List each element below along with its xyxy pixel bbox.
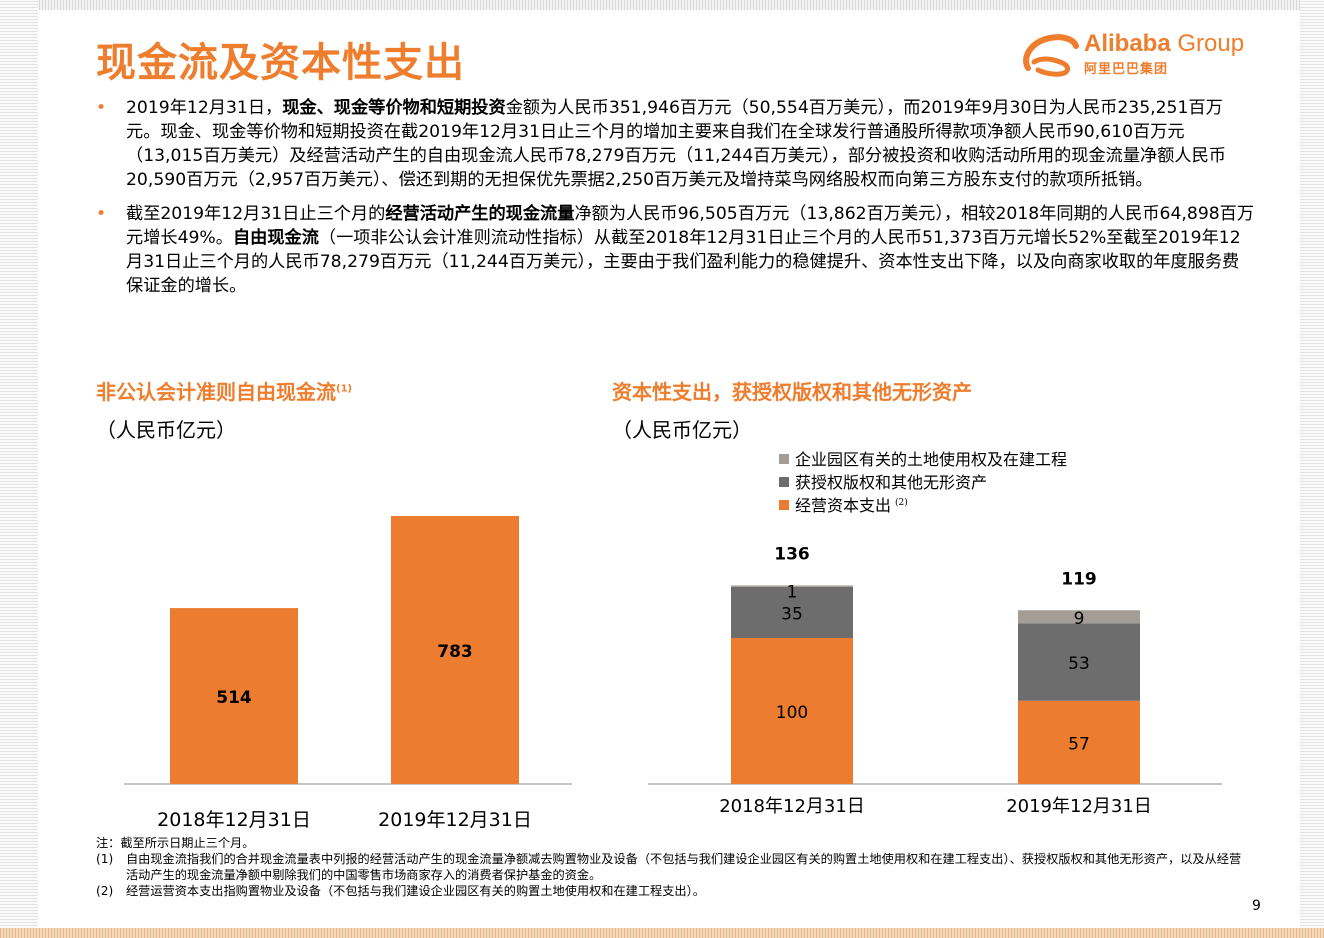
page-number: 9 <box>1252 898 1261 914</box>
right-frame-border <box>1300 0 1324 938</box>
bottom-frame-border <box>0 928 1324 938</box>
right-bar-1-segment-0 <box>1018 700 1140 784</box>
legend-label-0: 经营资本支出 (2) <box>795 496 908 515</box>
left-chart-title: 非公认会计准则自由现金流(1) <box>96 380 353 404</box>
left-bar-0 <box>170 608 298 784</box>
right-x-tick-label-0: 2018年12月31日 <box>719 796 865 817</box>
right-bar-1-segment-2-label: 9 <box>1074 609 1085 629</box>
right-bar-0-segment-1-label: 35 <box>781 604 803 624</box>
alibaba-logo-mark-icon <box>1023 34 1079 77</box>
bullet-item-cash: • 2019年12月31日，现金、现金等价物和短期投资金额为人民币351,946… <box>96 98 1226 190</box>
left-x-tick-label-0: 2018年12月31日 <box>157 809 311 831</box>
legend-note-0: (2) <box>895 497 908 508</box>
right-bar-1-segment-0-label: 57 <box>1068 734 1090 754</box>
legend-swatch-0 <box>779 500 789 510</box>
right-x-tick-label-1: 2019年12月31日 <box>1006 796 1152 817</box>
left-chart-unit: （人民币亿元） <box>96 418 236 442</box>
page-title: 现金流及资本性支出 <box>96 40 465 86</box>
bullet-item-operating-cash-flow: • 截至2019年12月31日止三个月的经营活动产生的现金流量净额为人民币96,… <box>96 204 1255 296</box>
legend-label-2: 企业园区有关的土地使用权及在建工程 <box>795 450 1067 469</box>
left-bar-1 <box>391 516 519 784</box>
right-chart-title: 资本性支出，获授权版权和其他无形资产 <box>612 380 972 404</box>
legend-swatch-1 <box>779 477 789 487</box>
alibaba-logo: Alibaba Group 阿里巴巴集团 <box>1020 28 1265 78</box>
right-bar-0-segment-2-label: 1 <box>787 582 798 602</box>
logo-subtitle: 阿里巴巴集团 <box>1084 62 1169 77</box>
right-bar-0-segment-0-label: 100 <box>776 703 808 723</box>
top-frame-border <box>0 0 1324 10</box>
left-frame-border <box>0 0 38 938</box>
footnote-1: (1) 自由现金流指我们的合并现金流量表中列报的经营活动产生的现金流量净额减去购… <box>96 852 1242 882</box>
bullet-dot-icon: • <box>96 98 107 118</box>
logo-brand: Alibaba <box>1084 30 1171 57</box>
bullet-dot-icon: • <box>96 204 107 224</box>
legend-swatch-2 <box>779 454 789 464</box>
right-bar-0-segment-2 <box>731 585 853 587</box>
left-bar-value-label-0: 514 <box>216 688 252 708</box>
right-bar-0-segment-1 <box>731 586 853 638</box>
right-bar-1-segment-1-label: 53 <box>1068 654 1090 674</box>
right-bar-0-segment-0 <box>731 638 853 784</box>
right-chart-unit: （人民币亿元） <box>612 418 752 442</box>
footnotes: 注：截至所示日期止三个月。 (1) 自由现金流指我们的合并现金流量表中列报的经营… <box>96 835 1246 899</box>
right-bar-1-segment-1 <box>1018 623 1140 701</box>
right-bar-1-segment-2 <box>1018 610 1140 624</box>
right-bar-total-label-0: 136 <box>774 544 810 564</box>
logo-group: Group <box>1177 30 1245 57</box>
legend-label-1: 获授权版权和其他无形资产 <box>795 473 987 492</box>
left-x-tick-label-1: 2019年12月31日 <box>378 809 532 831</box>
bullet-list: • 2019年12月31日，现金、现金等价物和短期投资金额为人民币351,946… <box>96 96 1256 308</box>
left-bar-value-label-1: 783 <box>437 642 473 662</box>
footnote-2: (2) 经营运营资本支出指购置物业及设备（不包括与我们建设企业园区有关的购置土地… <box>96 884 705 898</box>
right-bar-total-label-1: 119 <box>1061 569 1097 589</box>
footnote-header: 注：截至所示日期止三个月。 <box>96 836 255 850</box>
